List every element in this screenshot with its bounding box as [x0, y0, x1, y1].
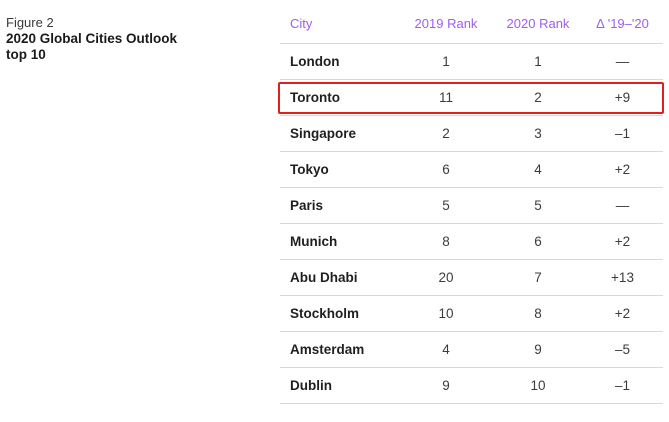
row-2020-rank: 1 — [534, 53, 542, 69]
row-2019-rank: 5 — [442, 197, 450, 213]
table-row: Tokyo 6 4 +2 — [280, 152, 663, 188]
row-2019-rank: 4 — [442, 341, 450, 357]
row-delta: –5 — [614, 341, 631, 357]
row-2019-rank: 8 — [442, 233, 450, 249]
row-city: London — [290, 53, 340, 69]
row-delta: +13 — [611, 269, 634, 285]
row-2020-rank: 5 — [534, 197, 542, 213]
row-2019-rank: 6 — [442, 161, 450, 177]
table-row: Amsterdam 4 9 –5 — [280, 332, 663, 368]
row-delta: +2 — [614, 233, 631, 249]
table-row: Paris 5 5 — — [280, 188, 663, 224]
row-city: Amsterdam — [290, 341, 365, 357]
row-city: Munich — [290, 233, 338, 249]
header-delta: Δ '19–'20 — [596, 15, 649, 31]
row-2019-rank: 9 — [442, 377, 450, 393]
row-city: Tokyo — [290, 161, 329, 177]
header-city: City — [290, 15, 313, 31]
row-2019-rank: 1 — [442, 53, 450, 69]
row-delta: — — [615, 197, 630, 213]
table-row: Toronto 11 2 +9 — [278, 80, 664, 116]
table-row: London 1 1 — — [280, 44, 663, 80]
row-2020-rank: 6 — [534, 233, 542, 249]
table-row: Abu Dhabi 20 7 +13 — [280, 260, 663, 296]
row-city: Paris — [290, 197, 324, 213]
table-row: Munich 8 6 +2 — [280, 224, 663, 260]
row-2020-rank: 2 — [534, 89, 542, 105]
row-delta: +2 — [614, 161, 631, 177]
figure-caption: Figure 2 2020 Global Cities Outlook top … — [6, 14, 236, 63]
row-delta: –1 — [614, 125, 631, 141]
row-2020-rank: 4 — [534, 161, 542, 177]
table-row: Stockholm 10 8 +2 — [280, 296, 663, 332]
row-delta: — — [615, 53, 630, 69]
row-city: Singapore — [290, 125, 357, 141]
row-city: Toronto — [290, 89, 340, 105]
row-delta: +9 — [614, 89, 631, 105]
header-2020-rank: 2020 Rank — [506, 15, 570, 31]
cities-table: City 2019 Rank 2020 Rank Δ '19–'20 Londo… — [278, 4, 664, 404]
row-delta: +2 — [614, 305, 631, 321]
table-header-row: City 2019 Rank 2020 Rank Δ '19–'20 — [280, 4, 663, 44]
figure-label: Figure 2 — [6, 15, 54, 30]
row-2019-rank: 2 — [442, 125, 450, 141]
row-city: Stockholm — [290, 305, 360, 321]
row-2019-rank: 10 — [438, 305, 454, 321]
row-city: Dublin — [290, 377, 332, 393]
row-2020-rank: 7 — [534, 269, 542, 285]
row-2019-rank: 11 — [438, 89, 453, 105]
table-row: Singapore 2 3 –1 — [280, 116, 663, 152]
row-2020-rank: 10 — [530, 377, 546, 393]
figure-title-line-2: top 10 — [6, 47, 46, 62]
table-row: Dublin 9 10 –1 — [280, 368, 663, 404]
row-delta: –1 — [614, 377, 631, 393]
row-2019-rank: 20 — [438, 269, 454, 285]
header-2019-rank: 2019 Rank — [414, 15, 478, 31]
row-2020-rank: 9 — [534, 341, 542, 357]
figure-title-line-1: 2020 Global Cities Outlook — [6, 31, 178, 46]
row-2020-rank: 8 — [534, 305, 542, 321]
row-2020-rank: 3 — [534, 125, 542, 141]
row-city: Abu Dhabi — [290, 269, 358, 285]
